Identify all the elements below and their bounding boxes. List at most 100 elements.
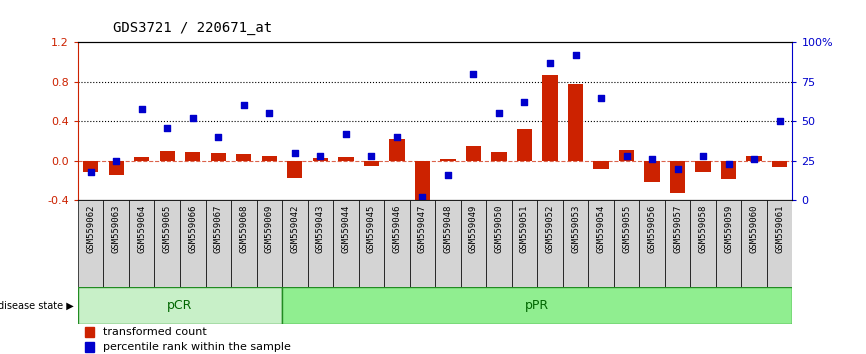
Bar [410, 200, 436, 287]
Text: GSM559055: GSM559055 [622, 204, 631, 253]
Point [109, 158, 123, 164]
Text: GSM559047: GSM559047 [418, 204, 427, 253]
Bar [542, 75, 558, 161]
Point [339, 131, 352, 137]
Text: GSM559060: GSM559060 [750, 204, 759, 253]
Bar [210, 153, 226, 161]
Bar [415, 161, 430, 212]
Bar [313, 158, 328, 161]
Bar [205, 200, 231, 287]
Bar [78, 200, 103, 287]
Text: GSM559051: GSM559051 [520, 204, 529, 253]
Bar [695, 161, 711, 172]
Point [594, 95, 608, 101]
Point [160, 125, 174, 130]
Text: disease state ▶: disease state ▶ [0, 300, 74, 310]
Bar [644, 161, 660, 182]
Bar [385, 200, 410, 287]
Text: GSM559067: GSM559067 [214, 204, 223, 253]
Text: GDS3721 / 220671_at: GDS3721 / 220671_at [113, 21, 272, 35]
Bar [154, 200, 180, 287]
Bar [563, 200, 588, 287]
Bar [690, 200, 716, 287]
Bar [359, 200, 385, 287]
Bar [721, 161, 736, 179]
Point [135, 106, 149, 112]
Text: GSM559044: GSM559044 [341, 204, 351, 253]
Bar [185, 152, 200, 161]
Bar [639, 200, 665, 287]
Text: GSM559065: GSM559065 [163, 204, 171, 253]
Bar [619, 150, 634, 161]
Text: GSM559057: GSM559057 [673, 204, 682, 253]
Bar [236, 154, 251, 161]
Bar [262, 156, 277, 161]
Bar [665, 200, 690, 287]
Bar [593, 161, 609, 170]
Bar [134, 157, 149, 161]
Bar [588, 200, 614, 287]
Text: GSM559068: GSM559068 [239, 204, 249, 253]
Text: pPR: pPR [525, 299, 549, 312]
Point [645, 156, 659, 162]
Text: GSM559058: GSM559058 [699, 204, 708, 253]
Point [365, 153, 378, 159]
Text: GSM559050: GSM559050 [494, 204, 503, 253]
Bar [537, 200, 563, 287]
Point [441, 172, 455, 178]
Text: GSM559069: GSM559069 [265, 204, 274, 253]
Bar [231, 200, 256, 287]
Bar [180, 200, 205, 287]
Point [721, 161, 735, 167]
Point [416, 194, 430, 200]
Point [467, 71, 481, 77]
Point [569, 52, 583, 58]
Bar [772, 161, 787, 166]
Point [696, 153, 710, 159]
Bar [568, 84, 583, 161]
Text: GSM559042: GSM559042 [290, 204, 300, 253]
Point [518, 99, 532, 105]
Bar [670, 161, 685, 193]
Bar [307, 200, 333, 287]
Bar [159, 151, 175, 161]
Bar [746, 156, 762, 161]
Text: transformed count: transformed count [103, 327, 207, 337]
Text: pCR: pCR [167, 299, 193, 312]
Text: GSM559049: GSM559049 [469, 204, 478, 253]
Point [84, 169, 98, 175]
Bar [466, 146, 481, 161]
Point [390, 134, 404, 140]
Bar [256, 200, 282, 287]
Point [186, 115, 200, 121]
Bar [517, 129, 532, 161]
Bar [364, 161, 379, 166]
Text: GSM559064: GSM559064 [137, 204, 146, 253]
Bar [282, 287, 792, 324]
Text: GSM559045: GSM559045 [367, 204, 376, 253]
Text: percentile rank within the sample: percentile rank within the sample [103, 342, 291, 352]
Point [313, 153, 327, 159]
Point [211, 134, 225, 140]
Bar [614, 200, 639, 287]
Bar [333, 200, 359, 287]
Point [288, 150, 301, 156]
Bar [512, 200, 537, 287]
Bar [389, 139, 404, 161]
Point [670, 166, 684, 171]
Bar [129, 200, 154, 287]
Text: GSM559043: GSM559043 [316, 204, 325, 253]
Bar [85, 327, 94, 337]
Text: GSM559048: GSM559048 [443, 204, 452, 253]
Bar [103, 200, 129, 287]
Text: GSM559061: GSM559061 [775, 204, 784, 253]
Text: GSM559062: GSM559062 [87, 204, 95, 253]
Bar [85, 342, 94, 353]
Bar [288, 161, 302, 178]
Bar [486, 200, 512, 287]
Text: GSM559053: GSM559053 [571, 204, 580, 253]
Bar [78, 287, 282, 324]
Text: GSM559056: GSM559056 [648, 204, 656, 253]
Bar [83, 161, 99, 172]
Bar [339, 157, 353, 161]
